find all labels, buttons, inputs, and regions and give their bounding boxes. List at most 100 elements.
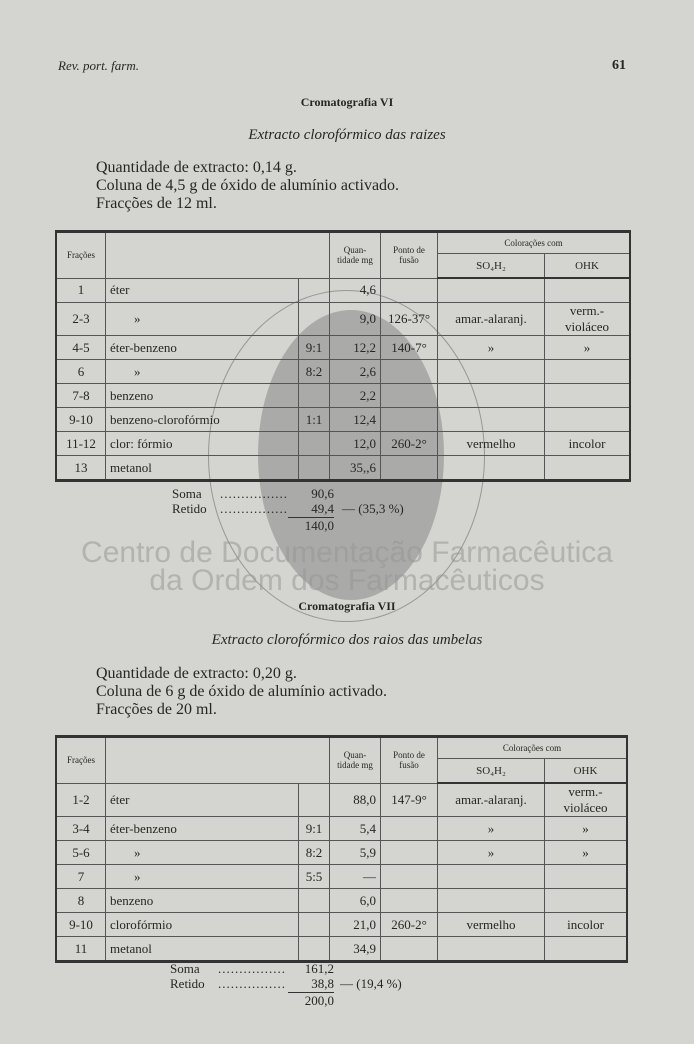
melting-point-cell	[380, 277, 438, 303]
ratio-cell: 5:5	[298, 864, 330, 889]
soma-value: 90,6	[311, 486, 334, 501]
fraction-cell: 11-12	[55, 431, 106, 456]
ratio-cell	[298, 431, 330, 456]
melting-point-cell: 126-37°	[380, 302, 438, 336]
so4h2-color-cell	[437, 407, 545, 432]
quantity-cell: 2,6	[329, 359, 381, 384]
fraction-cell: 3-4	[55, 816, 106, 841]
melting-point-cell: 147-9°	[380, 782, 438, 817]
solvent-cell: éter	[105, 277, 299, 303]
header-so4h2: SO₄H₂	[437, 758, 545, 784]
quantity-cell: 21,0	[329, 912, 381, 937]
section1-title: Cromatografia VI	[300, 95, 394, 109]
table-row: 7» 5:5—	[55, 864, 628, 889]
fraction-cell: 6	[55, 359, 106, 384]
table-row: 4-5 éter-benzeno 9:1 12,2 140-7°»»	[55, 335, 631, 360]
header-ohk: OHK	[544, 253, 631, 279]
table-row: 2-3» 9,0 126-37° amar.-alaranj. verm.-violác…	[55, 302, 631, 336]
melting-point-cell	[380, 407, 438, 432]
section1-line: Fracções de 12 ml.	[96, 195, 217, 212]
table-body: 1-2 éter 88,0 147-9° amar.-alaranj. verm.-vio…	[55, 782, 628, 962]
table-body: 1 éter 4,6 2-3» 9,0 126-37° amar.-alaranj. verm…	[55, 277, 631, 481]
section1-line: Quantidade de extracto: 0,14 g.	[96, 159, 297, 176]
solvent-cell: éter-benzeno	[105, 335, 299, 360]
header-fracoes: Frações	[55, 231, 106, 279]
quantity-cell: 6,0	[329, 888, 381, 913]
quantity-cell: 35,,6	[329, 455, 381, 481]
table-row: 11 metanol 34,9	[55, 936, 628, 962]
melting-point-cell: 260-2°	[380, 912, 438, 937]
table-row: 1 éter 4,6	[55, 277, 631, 303]
section2-title: Cromatografia VII	[298, 599, 396, 613]
solvent-cell: »	[105, 359, 299, 384]
table-row: 9-10 benzeno-clorofórmio 1:1 12,4	[55, 407, 631, 432]
header-so4h2: SO₄H₂	[437, 253, 545, 279]
soma-value: 161,2	[304, 961, 334, 976]
ohk-color-cell	[544, 936, 628, 962]
header-quantidade: Quan- tidade mg	[329, 231, 381, 279]
table-row: 1-2 éter 88,0 147-9° amar.-alaranj. verm.-vio…	[55, 782, 628, 817]
melting-point-cell	[380, 936, 438, 962]
melting-point-cell: 260-2°	[380, 431, 438, 456]
solvent-cell: benzeno	[105, 383, 299, 408]
header-ponto-fusao: Ponto de fusão	[380, 231, 438, 279]
section1-summary: Soma................ 90,6 Retido..........…	[172, 486, 404, 536]
section1-line: Coluna de 4,5 g de óxido de alumínio act…	[96, 177, 400, 194]
ohk-color-cell: »	[544, 335, 631, 360]
ratio-cell	[298, 782, 330, 817]
page-number: 61	[612, 58, 626, 73]
quantity-cell: 12,0	[329, 431, 381, 456]
solvent-cell: clorofórmio	[105, 912, 299, 937]
soma-label: Soma	[172, 486, 202, 501]
journal-name: Rev. port. farm.	[58, 58, 139, 73]
ohk-color-cell	[544, 888, 628, 913]
solvent-cell: »	[105, 302, 299, 336]
fraction-cell: 11	[55, 936, 106, 962]
melting-point-cell	[380, 816, 438, 841]
quantity-cell: —	[329, 864, 381, 889]
table-row: 11-12 clor: fórmio 12,0 260-2° vermelho incol…	[55, 431, 631, 456]
fraction-cell: 13	[55, 455, 106, 481]
ohk-color-cell: verm.-violáceo	[544, 782, 628, 817]
fraction-cell: 9-10	[55, 407, 106, 432]
quantity-cell: 12,2	[329, 335, 381, 360]
solvent-cell: éter	[105, 782, 299, 817]
header-solvent	[105, 736, 330, 784]
melting-point-cell	[380, 359, 438, 384]
quantity-cell: 12,4	[329, 407, 381, 432]
leader-dots: ................	[220, 501, 288, 516]
so4h2-color-cell	[437, 936, 545, 962]
total-value: 140,0	[288, 517, 334, 534]
solvent-cell: éter-benzeno	[105, 816, 299, 841]
ohk-color-cell	[544, 359, 631, 384]
table-row: 8 benzeno 6,0	[55, 888, 628, 913]
ratio-cell	[298, 888, 330, 913]
watermark-text: da Ordem dos Farmacêuticos	[149, 564, 545, 597]
so4h2-color-cell: »	[437, 335, 545, 360]
ratio-cell	[298, 936, 330, 962]
fraction-cell: 1	[55, 277, 106, 303]
ratio-cell	[298, 302, 330, 336]
ohk-color-cell: incolor	[544, 431, 631, 456]
fraction-cell: 7-8	[55, 383, 106, 408]
leader-dots: ................	[218, 976, 286, 991]
ratio-cell	[298, 455, 330, 481]
total-value: 200,0	[288, 992, 334, 1009]
fraction-cell: 9-10	[55, 912, 106, 937]
melting-point-cell: 140-7°	[380, 335, 438, 360]
header-ohk: OHK	[544, 758, 628, 784]
so4h2-color-cell: amar.-alaranj.	[437, 302, 545, 336]
melting-point-cell	[380, 383, 438, 408]
quantity-cell: 5,9	[329, 840, 381, 865]
ohk-color-cell	[544, 277, 631, 303]
ohk-color-cell	[544, 383, 631, 408]
retido-percent: — (19,4 %)	[340, 976, 402, 991]
table-row: 7-8 benzeno 2,2	[55, 383, 631, 408]
quantity-cell: 34,9	[329, 936, 381, 962]
so4h2-color-cell	[437, 359, 545, 384]
section2-line: Quantidade de extracto: 0,20 g.	[96, 665, 297, 682]
solvent-cell: »	[105, 864, 299, 889]
section1-subtitle: Extracto clorofórmico das raizes	[248, 127, 446, 143]
fraction-cell: 4-5	[55, 335, 106, 360]
so4h2-color-cell	[437, 277, 545, 303]
